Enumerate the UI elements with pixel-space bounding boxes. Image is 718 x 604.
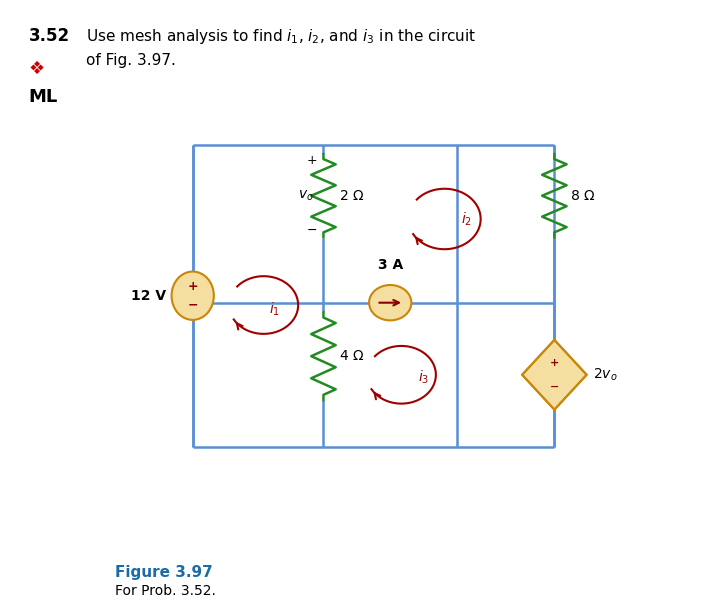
Text: 4 $\Omega$: 4 $\Omega$ [339,349,365,363]
Text: of Fig. 3.97.: of Fig. 3.97. [86,53,176,68]
Text: $v_o$: $v_o$ [298,188,314,203]
Text: Use mesh analysis to find $i_1$, $i_2$, and $i_3$ in the circuit: Use mesh analysis to find $i_1$, $i_2$, … [86,27,476,46]
Text: −: − [550,381,559,391]
Text: 8 $\Omega$: 8 $\Omega$ [570,188,595,203]
Text: $2v_o$: $2v_o$ [593,367,618,383]
Text: $i_3$: $i_3$ [418,368,429,386]
Text: $i_2$: $i_2$ [461,210,472,228]
Text: −: − [187,298,198,312]
Text: ML: ML [29,88,58,106]
Text: +: + [306,155,317,167]
Text: 2 $\Omega$: 2 $\Omega$ [339,188,365,203]
Circle shape [369,285,411,320]
Text: 3 A: 3 A [378,259,403,272]
Text: +: + [187,280,198,293]
Text: ❖: ❖ [29,60,45,79]
Text: +: + [550,358,559,368]
Polygon shape [522,340,587,410]
Text: 3.52: 3.52 [29,27,70,45]
Text: For Prob. 3.52.: For Prob. 3.52. [115,584,215,598]
Text: $i_1$: $i_1$ [269,301,280,318]
Ellipse shape [172,272,214,320]
Text: −: − [307,224,317,237]
Text: 12 V: 12 V [131,289,166,303]
Text: Figure 3.97: Figure 3.97 [115,565,213,580]
